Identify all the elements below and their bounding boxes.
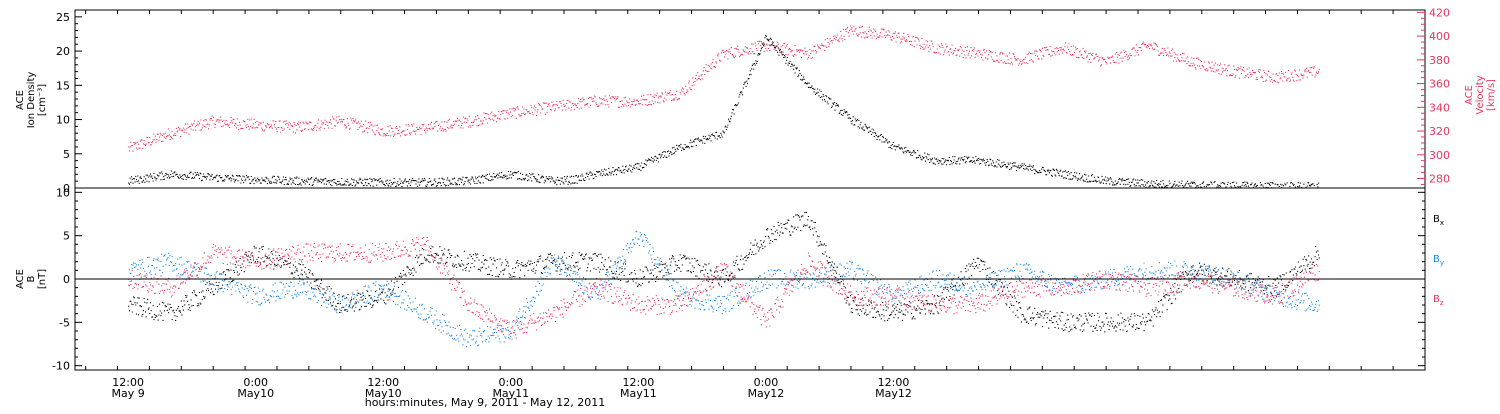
velocity-ytick-label: 360 [1429, 78, 1450, 91]
by-series [128, 230, 1320, 348]
b-ytick-label: 5 [63, 230, 70, 243]
legend-subscript: y [1440, 259, 1444, 267]
b-ytick-label: -10 [52, 360, 70, 373]
b-ytick-label: 10 [56, 186, 70, 199]
x-tick-label-date: May 9 [112, 387, 145, 400]
density-ytick-label: 15 [56, 79, 70, 92]
density-ytick-label: 20 [56, 45, 70, 58]
velocity-ytick-label: 320 [1429, 125, 1450, 138]
bx-series [128, 211, 1320, 333]
x-tick-label-date: May11 [620, 387, 657, 400]
velocity-ytick-label: 400 [1429, 30, 1450, 43]
x-tick-label-time: 0:00 [498, 376, 523, 389]
velocity-ytick-label: 300 [1429, 149, 1450, 162]
b-ylabel: ACE B [nT] [15, 269, 48, 289]
b-ylabel-line: ACE [15, 269, 26, 289]
velocity-ylabel: ACE Velocity [km/s] [1464, 75, 1497, 114]
density-ytick-label: 0 [63, 182, 70, 195]
density-ylabel: ACE Ion Density [cm⁻³] [15, 72, 48, 129]
labels-layer: ACE Ion Density [cm⁻³] ACE Velocity [km/s]ACE… [15, 72, 1497, 307]
velocity-ytick-label: 280 [1429, 173, 1450, 186]
legend-label: B [1433, 294, 1440, 305]
x-tick-label-time: 0:00 [754, 376, 779, 389]
velocity-ytick-label: 380 [1429, 54, 1450, 67]
x-tick-label-time: 12:00 [367, 376, 399, 389]
legend-by: By [1433, 254, 1444, 267]
plot-frames [74, 9, 1426, 371]
density-ylabel-line: ACE [15, 90, 26, 110]
b-ylabel-line: B [26, 275, 37, 282]
axes-layer: 0 5 10 15 20 25 280 300 320 340 360 380 400 420 -10 -5 0… [52, 6, 1450, 400]
velocity-ytick-label: 420 [1429, 6, 1450, 19]
density-ylabel-line: [cm⁻³] [37, 84, 48, 116]
legend-label: B [1433, 254, 1440, 265]
top-panel-frame [74, 9, 1426, 189]
x-tick-label-time: 12:00 [878, 376, 910, 389]
density-ytick-label: 10 [56, 114, 70, 127]
velocity-ylabel-line: Velocity [1475, 75, 1486, 114]
density-ytick-label: 25 [56, 11, 70, 24]
legend-subscript: z [1440, 299, 1444, 307]
x-tick-label-time: 12:00 [112, 376, 144, 389]
x-tick-label-time: 0:00 [243, 376, 268, 389]
velocity-series [128, 25, 1320, 152]
density-ylabel-line: Ion Density [26, 72, 37, 129]
density-ytick-label: 5 [63, 148, 70, 161]
legend-bz: Bz [1433, 294, 1444, 307]
x-tick-label-date: May11 [492, 387, 529, 400]
x-axis-title: hours:minutes, May 9, 2011 - May 12, 201… [365, 396, 606, 409]
x-tick-label-date: May10 [365, 387, 402, 400]
density-series [128, 34, 1320, 189]
data-layer [128, 25, 1320, 348]
x-tick-label-time: 12:00 [623, 376, 655, 389]
x-tick-label-date: May12 [748, 387, 785, 400]
x-tick-label-date: May12 [875, 387, 912, 400]
legend-label: B [1433, 214, 1440, 225]
legend-bx: Bx [1433, 214, 1444, 227]
b-ytick-label: -5 [59, 316, 70, 329]
b-ytick-label: 0 [63, 273, 70, 286]
legend-subscript: x [1440, 219, 1444, 227]
x-tick-label-date: May10 [237, 387, 274, 400]
velocity-ylabel-line: ACE [1464, 85, 1475, 105]
velocity-ytick-label: 340 [1429, 101, 1450, 114]
velocity-ylabel-line: [km/s] [1486, 79, 1497, 111]
b-ylabel-line: [nT] [37, 269, 48, 289]
bz-series [128, 236, 1320, 339]
